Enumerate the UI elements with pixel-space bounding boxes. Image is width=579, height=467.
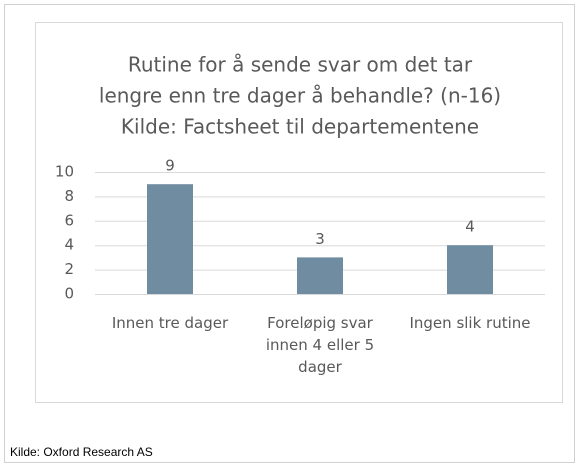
y-tick-label: 8 — [64, 187, 74, 205]
chart-border — [35, 22, 563, 403]
chart-title: lengre enn tre dager å behandle? (n-16) — [99, 84, 501, 108]
data-label: 4 — [465, 218, 475, 236]
chart-title: Rutine for å sende svar om det tar — [128, 53, 473, 77]
bar — [297, 257, 343, 294]
x-tick-label: Innen tre dager — [111, 314, 229, 332]
y-tick-label: 6 — [64, 211, 74, 229]
x-tick-label: Ingen slik rutine — [409, 314, 531, 332]
y-tick-label: 2 — [64, 260, 74, 278]
data-label: 9 — [165, 157, 175, 175]
bar — [447, 245, 493, 294]
outer-border — [4, 4, 575, 463]
y-tick-label: 10 — [55, 163, 74, 181]
data-label: 3 — [315, 230, 325, 248]
footer: Kilde: Oxford Research AS — [10, 445, 153, 459]
y-tick-label: 4 — [64, 236, 74, 254]
x-tick-label: Foreløpig svar innen 4 eller 5 dager — [265, 314, 375, 376]
chart-title: Kilde: Factsheet til departementene — [121, 115, 479, 139]
y-tick-label: 0 — [64, 285, 74, 303]
bar — [147, 184, 193, 294]
